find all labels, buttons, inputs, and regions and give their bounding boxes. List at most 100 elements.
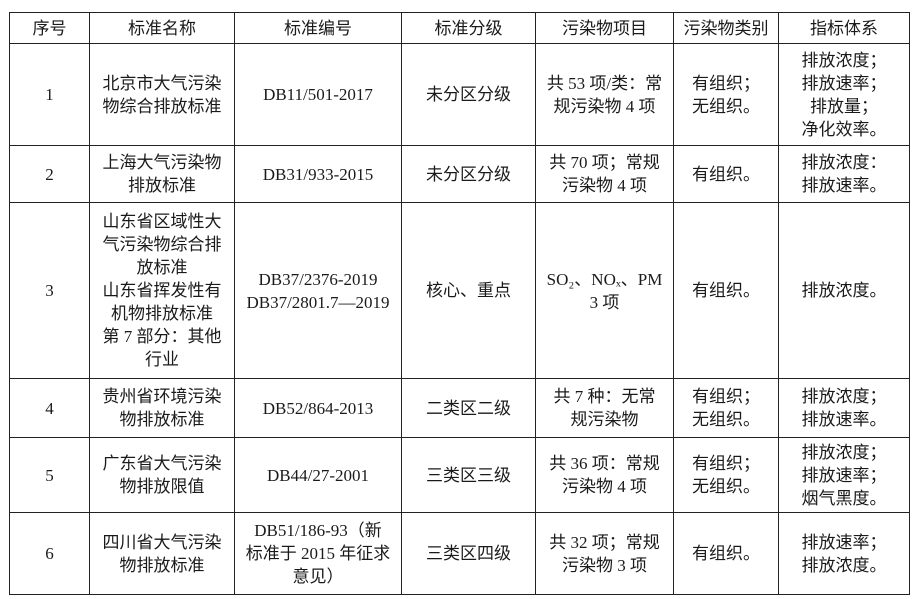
cell-pollutant-category: 有组织。 [673,202,779,379]
cell-text-line: 广东省大气污染 [102,454,222,473]
cell-standard-grade: 二类区二级 [401,378,536,438]
cell-standard-grade: 三类区四级 [401,512,536,595]
cell-pollutant-category: 有组织； 无组织。 [673,378,779,438]
cell-index: 5 [9,437,90,513]
cell-pollutant-category: 有组织； 无组织。 [673,437,779,513]
cell-text-line: 排放速率； [801,465,887,485]
cell-text-line: 有组织； [692,454,760,473]
cell-standard-name: 四川省大气污染 物排放标准 [89,512,235,595]
cell-pollutant-items: 共 32 项；常规 污染物 3 项 [535,512,674,595]
cell-text-line: 物综合排放标准 [102,96,222,116]
cell-indicator-system: 排放浓度； 排放速率。 [778,378,910,438]
cell-text-line: 污染物 4 项 [562,477,647,496]
cell-text-line: 共 36 项：常规 [549,454,660,473]
cell-text-line: 3 [45,281,54,300]
cell-standard-grade: 未分区分级 [401,43,536,146]
cell-text-line: 排放速率。 [801,176,887,195]
cell-standard-code: DB51/186-93（新 标准于 2015 年征求 意见） [234,512,402,595]
cell-text-line: 共 32 项；常规 [549,532,660,552]
cell-index: 2 [9,145,90,203]
cell-text-line: 三类区三级 [426,465,511,485]
cell-text-line: 排放速率。 [801,410,887,429]
cell-text-line: 四川省大气污染 [102,532,222,552]
cell-indicator-system: 排放浓度。 [778,202,910,379]
cell-text-line: 有组织。 [692,281,760,300]
cell-text-line: 未分区分级 [426,164,511,184]
cell-text-line: SO₂、NOₓ、PM [546,269,663,289]
cell-text-line: DB37/2376-2019 [258,269,378,289]
cell-text-line: 有组织。 [692,164,760,184]
cell-text-line: DB51/186-93（新 [254,521,382,540]
cell-text-line: 山东省挥发性有 [102,281,222,300]
cell-text-line: 排放速率； [801,73,887,93]
cell-standard-code: DB37/2376-2019 DB37/2801.7—2019 [234,202,402,379]
cell-text-line: 意见） [292,567,344,586]
cell-text-line: 未分区分级 [426,85,511,104]
cell-pollutant-category: 有组织。 [673,145,779,203]
cell-standard-name: 贵州省环境污染 物排放标准 [89,378,235,438]
cell-text-line: 4 [45,398,54,418]
cell-text-line: 物排放限值 [119,477,205,496]
cell-text-line: 上海大气污染物 [102,153,222,172]
cell-standard-grade: 核心、重点 [401,202,536,379]
cell-text-line: 1 [45,85,54,104]
cell-pollutant-category: 有组织； 无组织。 [673,43,779,146]
cell-text-line: 污染物 4 项 [562,176,647,195]
cell-text-line: 放标准 [136,258,188,277]
cell-indicator-system: 排放速率； 排放浓度。 [778,512,910,595]
table-row: 2 上海大气污染物 排放标准 DB31/933-2015 未分区分级 共 70 项；常规污… [9,145,910,203]
cell-text-line: 净化效率。 [801,119,887,139]
cell-pollutant-items: 共 7 种：无常 规污染物 [535,378,674,438]
table-row: 6 四川省大气污染 物排放标准 DB51/186-93（新 标准于 2015 年征求 意见… [9,512,910,595]
cell-text-line: DB37/2801.7—2019 [246,292,390,312]
cell-pollutant-items: 共 53 项/类：常 规污染物 4 项 [535,43,674,146]
cell-text-line: 6 [45,544,54,563]
table-row: 3 山东省区域性大 气污染物综合排 放标准 山东省挥发性有 机物排放标准第 7 部分：其他… [9,202,910,379]
cell-text-line: 排放浓度； [801,442,887,462]
cell-text-line: 标准于 2015 年征求 [245,544,391,563]
cell-text-line: 共 53 项/类：常 [546,73,663,93]
column-header-standard-name: 标准名称 [89,12,235,44]
cell-text-line: 排放标准 [128,176,196,195]
cell-pollutant-category: 有组织。 [673,512,779,595]
cell-indicator-system: 排放浓度； 排放速率； 烟气黑度。 [778,437,910,513]
cell-indicator-system: 排放浓度： 排放速率。 [778,145,910,203]
cell-text-line: 气污染物综合排 [102,235,222,254]
cell-text-line: 无组织。 [692,477,760,496]
cell-pollutant-items: SO₂、NOₓ、PM 3 项 [535,202,674,379]
cell-standard-name: 广东省大气污染 物排放限值 [89,437,235,513]
cell-standard-name: 山东省区域性大 气污染物综合排 放标准 山东省挥发性有 机物排放标准第 7 部分：其他行… [89,202,235,379]
cell-text-line: 排放浓度： [801,153,887,172]
column-header-standard-code: 标准编号 [234,12,402,44]
column-header-indicator-system: 指标体系 [778,12,910,44]
cell-text-line: 2 [45,164,54,184]
cell-text-line: 核心、重点 [426,281,511,300]
cell-text-line: 无组织。 [692,96,760,116]
cell-standard-code: DB44/27-2001 [234,437,402,513]
cell-text-line: DB11/501-2017 [263,85,373,104]
cell-text-line: 北京市大气污染 [102,73,222,93]
cell-text-line: 排放量； [810,96,878,116]
cell-text-line: 烟气黑度。 [801,488,887,508]
cell-text-line: 有组织； [692,387,760,406]
cell-standard-grade: 未分区分级 [401,145,536,203]
cell-standard-code: DB31/933-2015 [234,145,402,203]
table-row: 5 广东省大气污染 物排放限值 DB44/27-2001 三类区三级 共 36 项：常规污… [9,437,910,513]
cell-standard-name: 北京市大气污染 物综合排放标准 [89,43,235,146]
cell-text-line: 三类区四级 [426,544,511,563]
cell-index: 6 [9,512,90,595]
cell-text-line: DB44/27-2001 [267,465,369,485]
cell-text-line: 5 [45,465,54,485]
cell-text-line: 有组织。 [692,544,760,563]
cell-text-line: 共 7 种：无常 [553,387,656,406]
column-header-index: 序号 [9,12,90,44]
cell-standard-code: DB52/864-2013 [234,378,402,438]
cell-text-line: 规污染物 4 项 [553,96,656,116]
cell-text-line: 第 7 部分：其他 [102,327,222,346]
cell-pollutant-items: 共 70 项；常规 污染物 4 项 [535,145,674,203]
cell-text-line: DB31/933-2015 [262,164,374,184]
column-header-pollutant-category: 污染物类别 [673,12,779,44]
cell-text-line: 排放速率； [801,532,887,552]
cell-text-line: 规污染物 [570,410,639,429]
cell-standard-code: DB11/501-2017 [234,43,402,146]
